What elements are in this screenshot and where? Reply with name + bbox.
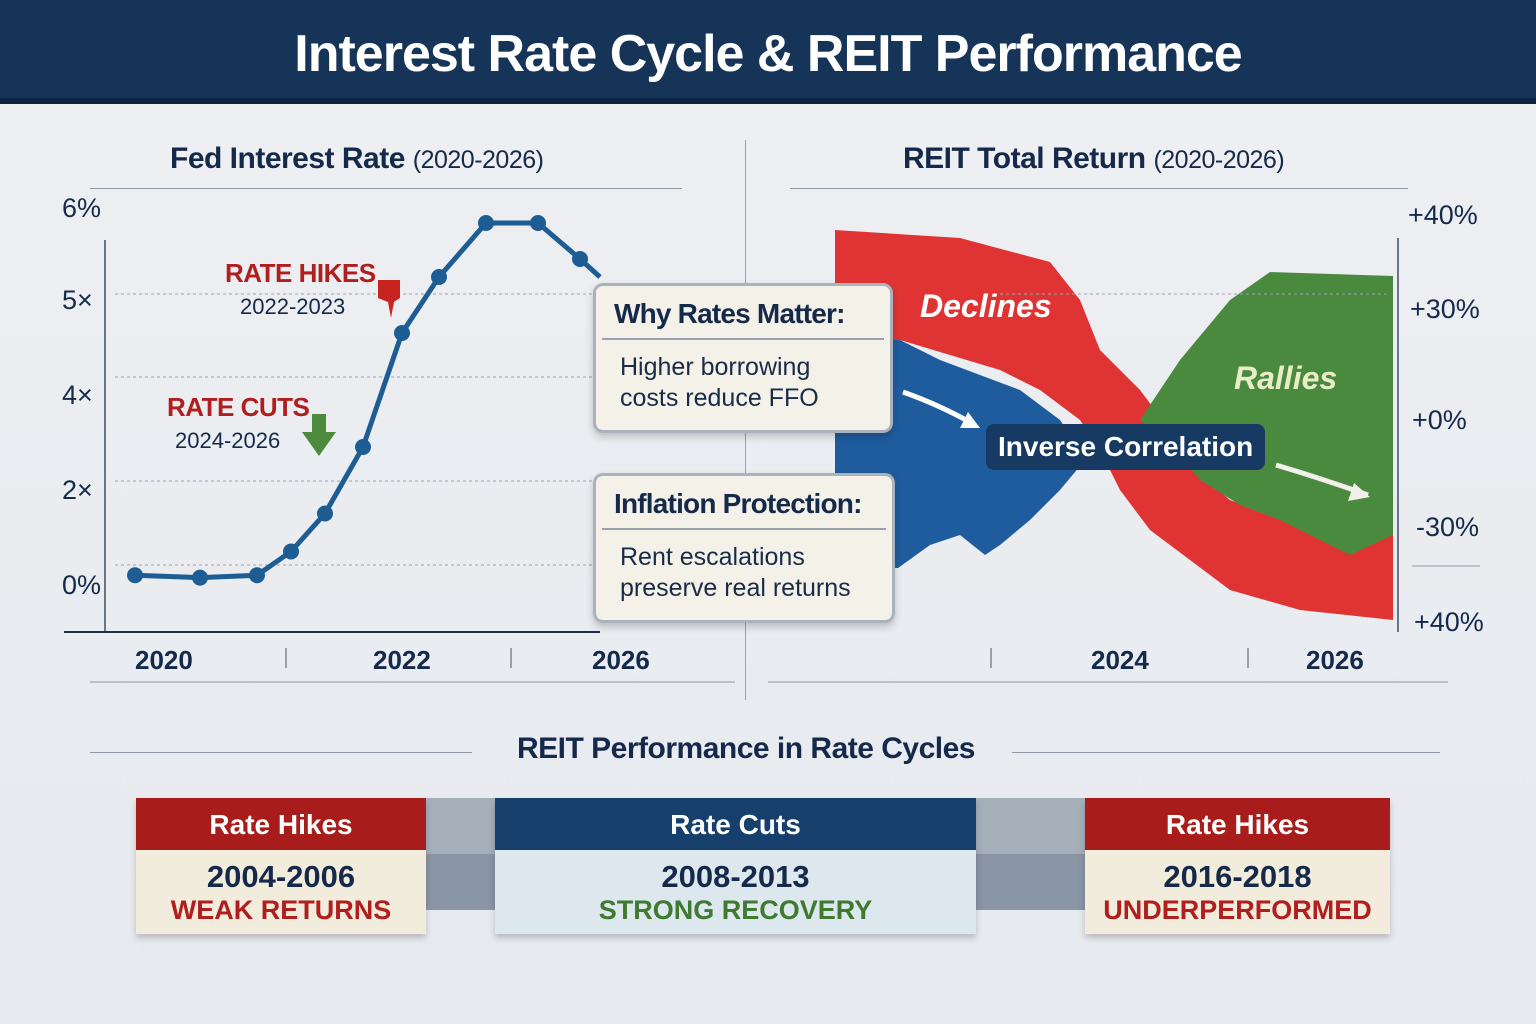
y-tick: 6% xyxy=(62,193,102,223)
rate-point xyxy=(355,439,371,455)
cycle-box: Rate Cuts 2008-2013 STRONG RECOVERY xyxy=(495,798,976,934)
cycle-result: STRONG RECOVERY xyxy=(598,895,873,925)
cycle-years: 2008-2013 xyxy=(661,859,810,894)
rate-point xyxy=(394,325,410,341)
y-tick: +30% xyxy=(1410,294,1480,324)
rate-hikes-label: RATE HIKES xyxy=(225,258,376,288)
inflation-protection-card: Inflation Protection: Rent escalations p… xyxy=(593,473,895,623)
header: Interest Rate Cycle & REIT Performance xyxy=(0,0,1536,104)
card-text: Higher borrowing costs reduce FFO xyxy=(620,353,819,412)
y-tick: 0% xyxy=(62,570,102,600)
y-tick: +0% xyxy=(1412,405,1467,435)
cycle-years: 2016-2018 xyxy=(1163,859,1312,894)
rate-point xyxy=(127,567,143,584)
x-label: 2024 xyxy=(1091,645,1149,675)
cycle-result: WEAK RETURNS xyxy=(170,895,392,925)
rate-point xyxy=(572,251,588,267)
x-label: 2026 xyxy=(592,645,650,675)
y-tick: 2× xyxy=(62,475,93,505)
rate-point xyxy=(249,567,265,584)
rate-point xyxy=(283,543,299,560)
right-chart-title: REIT Total Return (2020-2026) xyxy=(903,142,1285,176)
rate-line xyxy=(134,220,602,581)
cycle-label: Rate Hikes xyxy=(136,798,426,850)
x-label: 2022 xyxy=(373,645,431,675)
title-text: Fed Interest Rate xyxy=(170,142,405,175)
y-tick: +40% xyxy=(1414,607,1484,637)
x-label: 2026 xyxy=(1306,645,1364,675)
rate-point xyxy=(478,215,494,231)
inverse-correlation-badge: Inverse Correlation xyxy=(986,424,1266,470)
why-rates-matter-card: Why Rates Matter: Higher borrowing costs… xyxy=(593,283,893,433)
title-suffix: (2020-2026) xyxy=(412,146,544,174)
y-tick: -30% xyxy=(1416,512,1480,542)
blue-area xyxy=(835,330,1085,568)
rate-cuts-label: RATE CUTS xyxy=(167,392,310,422)
cycle-label: Rate Cuts xyxy=(495,798,976,850)
declines-label: Declines xyxy=(920,288,1052,324)
red-down-flag-icon xyxy=(378,280,400,318)
connector xyxy=(425,798,495,910)
rallies-label: Rallies xyxy=(1234,360,1338,396)
cycles-title: REIT Performance in Rate Cycles xyxy=(516,732,976,765)
rate-point xyxy=(192,569,208,586)
cycle-years: 2004-2006 xyxy=(206,859,356,894)
left-chart-title: Fed Interest Rate (2020-2026) xyxy=(170,142,544,176)
x-label: 2020 xyxy=(135,645,193,675)
cycle-label: Rate Hikes xyxy=(1085,798,1390,850)
rate-point xyxy=(530,215,546,231)
connector xyxy=(975,798,1087,910)
rate-hikes-years: 2022-2023 xyxy=(240,294,346,319)
title-suffix: (2020-2026) xyxy=(1153,146,1285,174)
cycle-box: Rate Hikes 2004-2006 WEAK RETURNS xyxy=(136,798,426,934)
rate-point xyxy=(431,269,447,285)
card-title: Inflation Protection: xyxy=(602,476,886,530)
y-tick: 5× xyxy=(62,285,93,315)
y-tick: 4× xyxy=(62,380,93,410)
title-text: REIT Total Return xyxy=(903,142,1146,175)
cycle-result: UNDERPERFORMED xyxy=(1103,895,1372,925)
rate-point xyxy=(317,505,333,522)
page-title: Interest Rate Cycle & REIT Performance xyxy=(294,25,1242,83)
green-down-arrow-icon xyxy=(302,414,336,456)
card-title: Why Rates Matter: xyxy=(602,286,884,340)
rate-cuts-years: 2024-2026 xyxy=(175,428,281,453)
card-text: Rent escalations preserve real returns xyxy=(620,543,851,602)
cycle-box: Rate Hikes 2016-2018 UNDERPERFORMED xyxy=(1085,798,1390,934)
y-tick: +40% xyxy=(1408,200,1478,230)
